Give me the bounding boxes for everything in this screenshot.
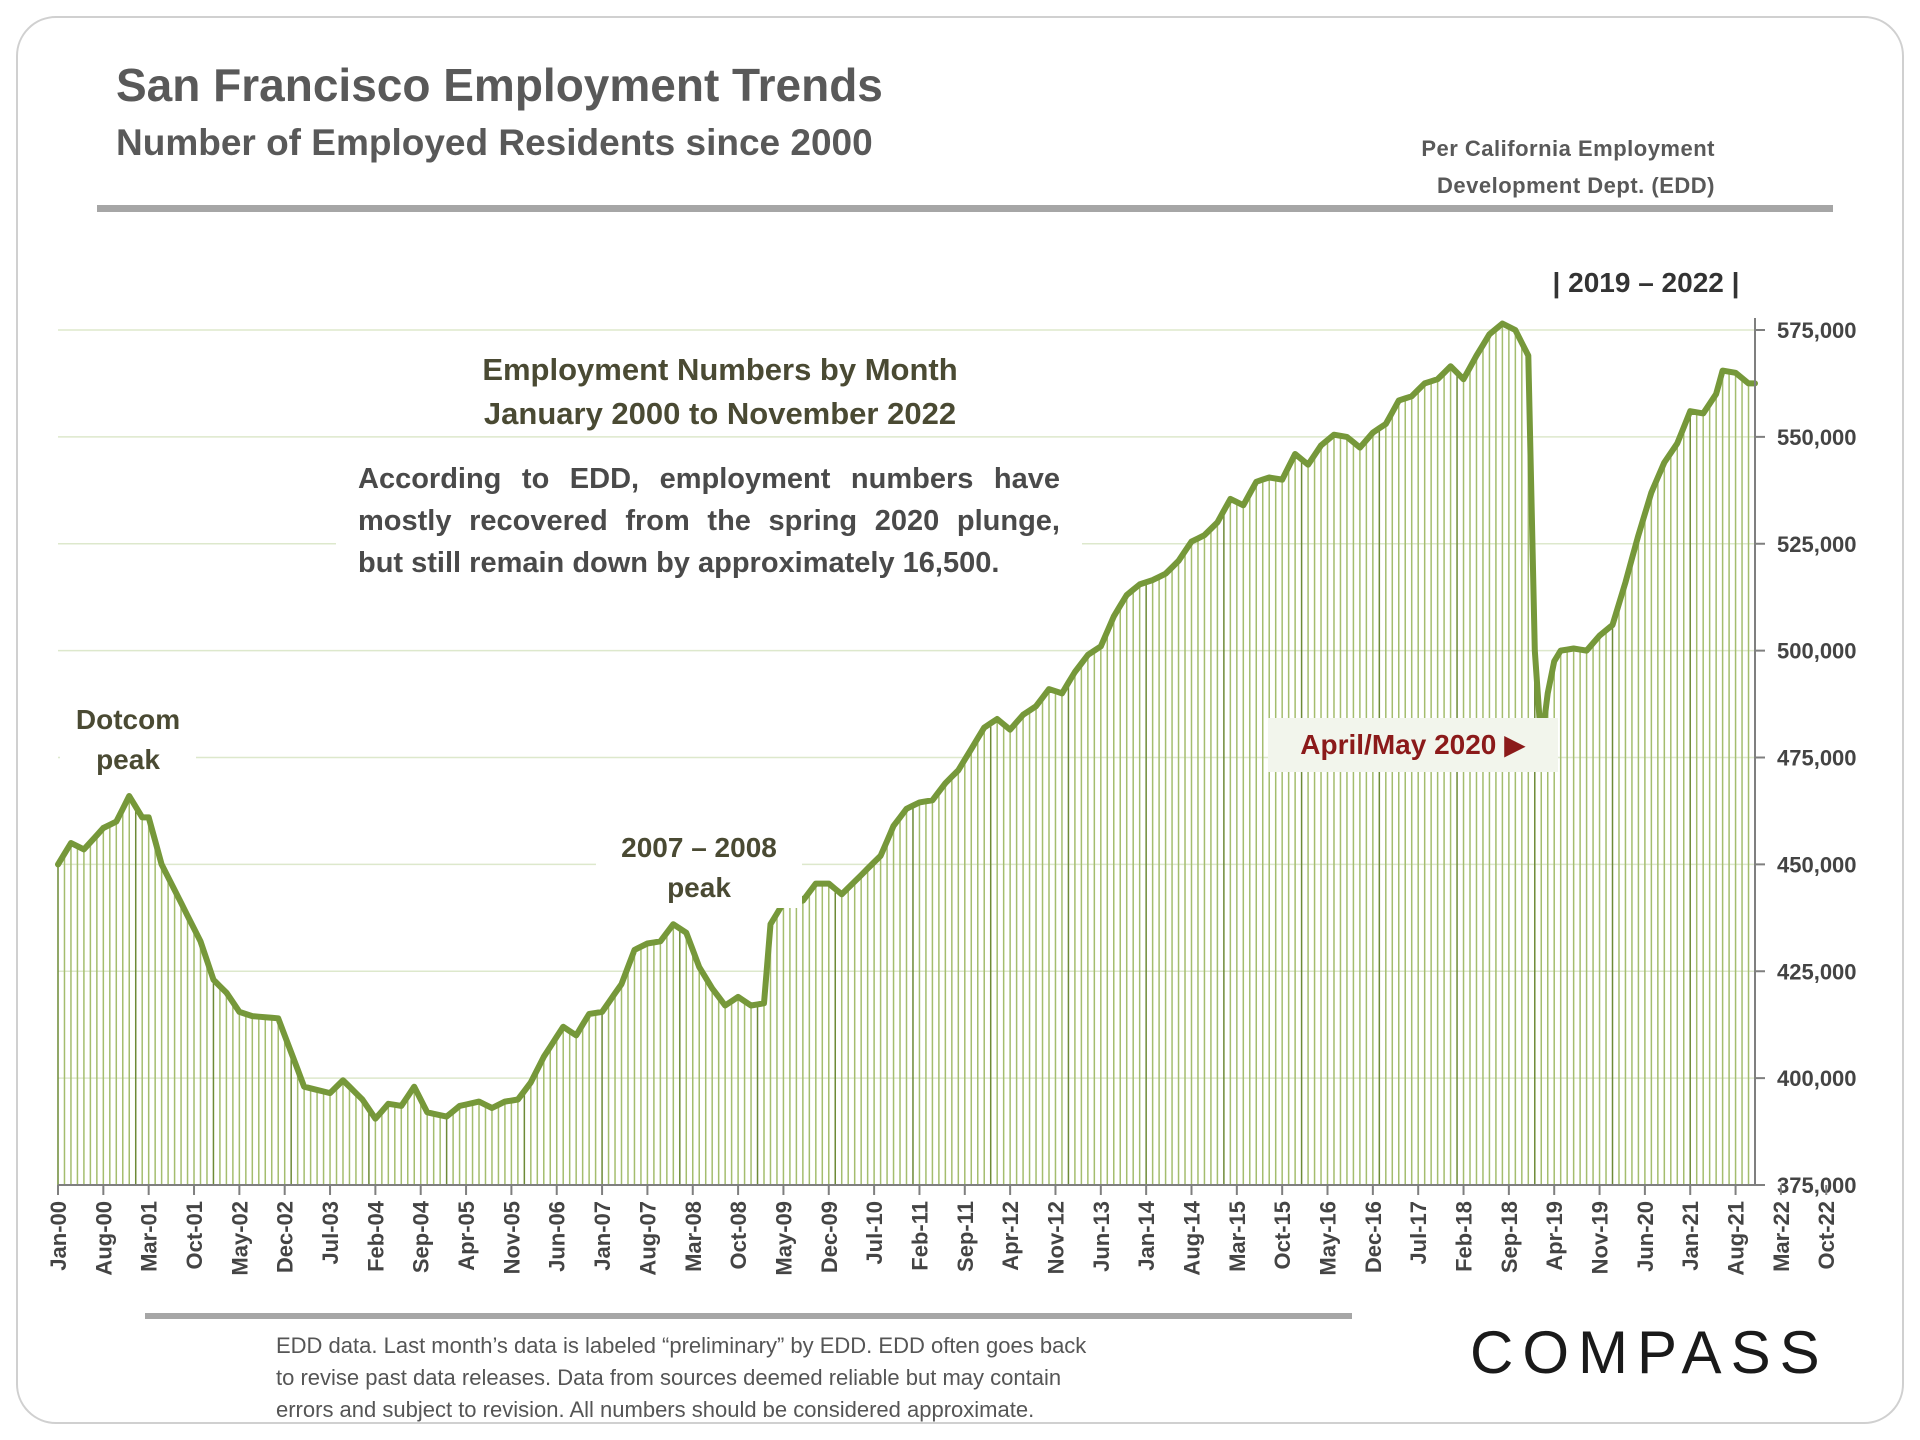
y-tick-label: 525,000 [1777,532,1857,557]
y-tick-label: 400,000 [1777,1066,1857,1091]
x-tick-label: Aug-14 [1179,1200,1204,1275]
compass-logo: COMPASS [1470,1319,1829,1386]
x-tick-label: May-09 [771,1201,796,1276]
x-tick-label: Feb-18 [1452,1201,1477,1272]
dotcom-peak-label: Dotcom peak [60,700,196,780]
x-tick-label: Oct-22 [1814,1201,1839,1269]
source-line-1: Per California Employment [1421,136,1715,161]
x-tick-label: Oct-01 [182,1201,207,1269]
x-tick-label: Sep-11 [953,1201,978,1272]
y-tick-label: 450,000 [1777,852,1857,877]
x-tick-label: Jul-10 [862,1201,887,1265]
chart-heading-line-2: January 2000 to November 2022 [483,396,957,431]
covid-label: April/May 2020 ▶ [1268,718,1558,772]
x-tick-label: May-02 [227,1201,252,1276]
gfc-peak-label: 2007 – 2008 peak [596,828,802,908]
x-tick-label: Jun-13 [1089,1201,1114,1272]
x-tick-label: Aug-00 [91,1201,116,1276]
x-tick-label: Aug-07 [635,1201,660,1276]
x-tick-label: Dec-16 [1361,1201,1386,1273]
x-tick-label: Jan-00 [46,1201,71,1271]
footnote-line-1: EDD data. Last month’s data is labeled “… [276,1333,1087,1358]
x-tick-label: Aug-21 [1724,1201,1749,1276]
covid-label-text: April/May 2020 ▶ [1300,729,1526,760]
x-tick-label: Dec-02 [273,1201,298,1273]
x-tick-label: Jan-14 [1134,1200,1159,1270]
header-divider [97,205,1833,212]
x-tick-label: Feb-11 [907,1201,932,1271]
x-tick-label: Apr-12 [998,1201,1023,1271]
x-tick-label: Dec-09 [817,1201,842,1273]
x-tick-label: Jan-07 [590,1201,615,1271]
x-tick-label: Mar-22 [1769,1201,1794,1272]
y-tick-label: 475,000 [1777,746,1857,771]
footnote: EDD data. Last month’s data is labeled “… [276,1330,1216,1426]
x-tick-label: Mar-08 [681,1201,706,1272]
x-tick-label: Apr-05 [454,1201,479,1271]
y-tick-label: 425,000 [1777,959,1857,984]
x-tick-label: Nov-19 [1588,1201,1613,1274]
x-tick-label: Apr-19 [1542,1201,1567,1271]
page-title: San Francisco Employment Trends [116,59,883,111]
x-tick-label: Oct-08 [726,1201,751,1269]
footnote-line-3: errors and subject to revision. All numb… [276,1397,1035,1422]
recovery-note-line-1: According to EDD, employment numbers hav… [358,463,1060,495]
range-bracket-right: | [1731,267,1740,298]
x-tick-label: Jun-20 [1633,1201,1658,1272]
x-tick-label: Sep-18 [1497,1201,1522,1273]
x-tick-label: Nov-05 [499,1201,524,1274]
y-tick-label: 550,000 [1777,425,1857,450]
x-tick-label: Sep-04 [409,1200,434,1273]
y-tick-label: 375,000 [1777,1173,1857,1198]
chart-heading-line-1: Employment Numbers by Month [482,352,958,387]
source-line-2: Development Dept. (EDD) [1437,173,1715,198]
range-label: | 2019 – 2022 | [1534,264,1758,302]
chart-heading: Employment Numbers by Month January 2000… [440,348,1000,436]
x-tick-label: Mar-01 [137,1201,162,1272]
range-label-text: 2019 – 2022 [1568,267,1724,298]
gfc-label-line-2: peak [667,872,731,903]
y-tick-label: 575,000 [1777,318,1857,343]
y-tick-label: 500,000 [1777,639,1857,664]
recovery-note-line-2: mostly recovered from the spring 2020 pl… [358,505,1060,537]
series-line [55,320,1758,1122]
x-tick-label: May-16 [1316,1201,1341,1276]
x-tick-label: Jan-21 [1678,1201,1703,1271]
x-tick-label: Mar-15 [1225,1201,1250,1272]
x-tick-label: Nov-12 [1043,1201,1068,1274]
dotcom-label-line-1: Dotcom [75,704,181,735]
footnote-line-2: to revise past data releases. Data from … [276,1365,1062,1390]
dotcom-label-line-2: peak [96,744,160,775]
source-note: Per California Employment Development De… [1421,130,1715,204]
x-tick-label: Oct-15 [1270,1201,1295,1269]
page-subtitle: Number of Employed Residents since 2000 [116,122,873,163]
recovery-note-line-3: but still remain down by approximately 1… [358,547,1000,579]
x-tick-label: Feb-04 [363,1200,388,1272]
range-bracket-left: | [1552,267,1569,298]
gfc-label-line-1: 2007 – 2008 [621,832,777,863]
x-tick-label: Jul-17 [1406,1201,1431,1265]
x-tick-label: Jul-03 [318,1201,343,1265]
footer-divider [145,1313,1352,1319]
employment-chart: 375,000 400,000 425,000 450,000 475,000 500,0… [46,318,1857,1276]
recovery-note: According to EDD, employment numbers hav… [336,458,1082,584]
x-tick-label: Jun-06 [545,1201,570,1272]
